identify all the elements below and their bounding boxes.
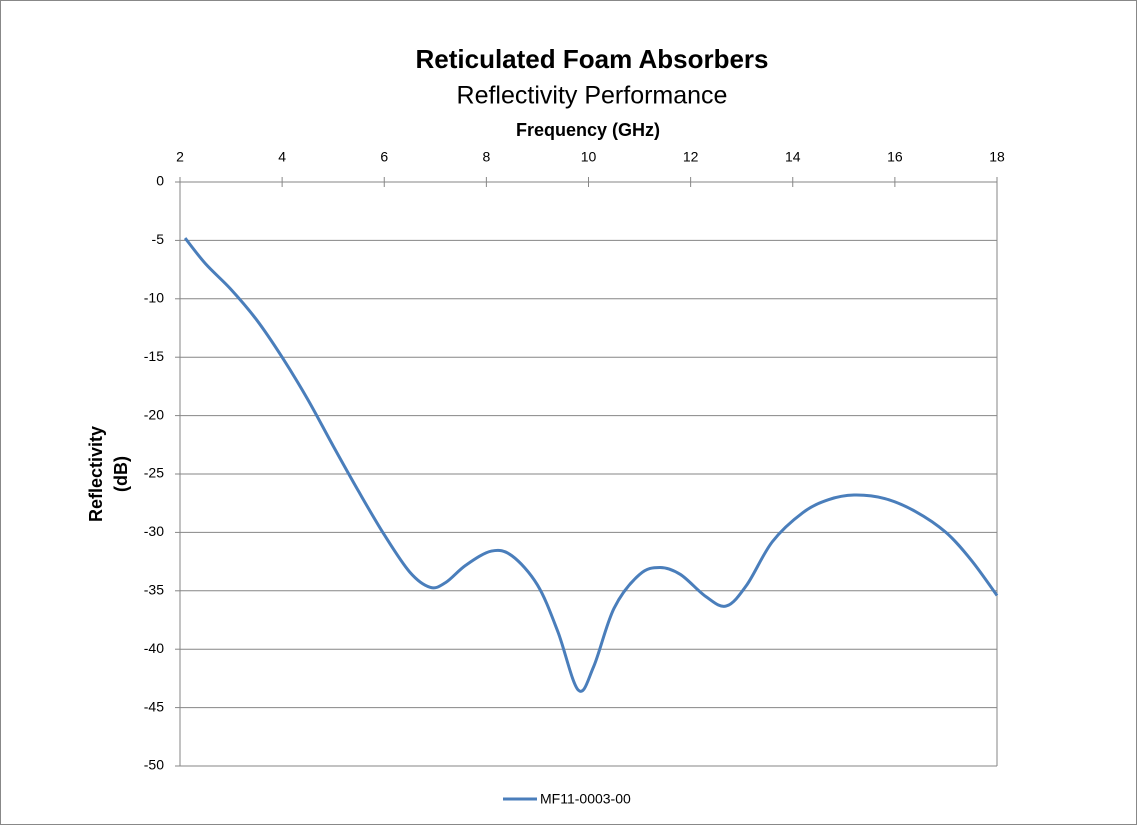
x-axis-title: Frequency (GHz)	[516, 120, 660, 140]
x-tick-label: 2	[176, 149, 184, 165]
x-tick-label: 4	[278, 149, 286, 165]
x-tick-label: 8	[482, 149, 490, 165]
y-tick-label: -30	[144, 523, 164, 539]
chart-subtitle: Reflectivity Performance	[457, 82, 728, 110]
x-tick-label: 18	[989, 149, 1005, 165]
y-tick-label: 0	[156, 173, 164, 189]
x-tick-label: 12	[683, 149, 699, 165]
y-tick-label: -25	[144, 465, 164, 481]
y-tick-label: -5	[152, 231, 165, 247]
x-tick-label: 6	[380, 149, 388, 165]
y-tick-label: -50	[144, 757, 164, 773]
chart-title: Reticulated Foam Absorbers	[415, 44, 768, 74]
y-tick-label: -35	[144, 582, 164, 598]
data-line	[183, 237, 999, 693]
x-tick-label: 14	[785, 149, 801, 165]
y-tick-label: -45	[144, 698, 164, 714]
y-tick-label: -20	[144, 406, 164, 422]
x-tick-label: 10	[581, 149, 597, 165]
legend-label: MF11-0003-00	[540, 791, 631, 807]
y-axis-title: (dB)	[111, 456, 131, 492]
y-tick-label: -15	[144, 348, 164, 364]
y-axis-title: Reflectivity	[86, 426, 106, 522]
x-tick-label: 16	[887, 149, 903, 165]
y-tick-label: -40	[144, 640, 164, 656]
y-tick-label: -10	[144, 290, 164, 306]
